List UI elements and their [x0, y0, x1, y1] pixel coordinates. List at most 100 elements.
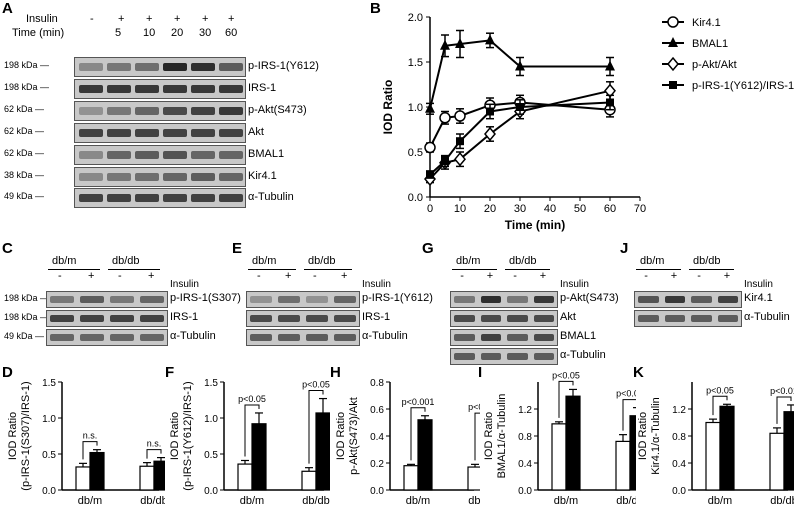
time-value: 20: [171, 27, 184, 39]
blot-band: [480, 296, 501, 303]
blot-band: [219, 107, 243, 115]
legend-label: p-IRS-1(Y612)/IRS-1: [692, 80, 794, 92]
blot-band: [79, 63, 103, 71]
blot-name: α-Tubulin: [248, 191, 294, 203]
group-underline: [48, 269, 100, 270]
x-category-label: db/db: [616, 495, 636, 507]
group-label: db/db: [509, 255, 537, 267]
insulin-label: Insulin: [26, 13, 58, 25]
y-tick-label: 1.5: [42, 378, 56, 389]
time-value: 10: [143, 27, 156, 39]
blot-band: [664, 315, 685, 322]
blot-band: [219, 129, 243, 137]
significance-label: p<0.001: [402, 397, 435, 407]
panel-label-c: C: [2, 240, 13, 257]
blot-band: [50, 334, 74, 341]
blot-name: IRS-1: [248, 82, 277, 94]
blot-band: [191, 107, 215, 115]
blot-band: [638, 296, 659, 303]
blot-strip: [450, 310, 558, 327]
blot-band: [334, 296, 356, 303]
insulin-label: Insulin: [744, 279, 773, 290]
y-axis-title: Kir4.1/α-Tubulin: [650, 397, 662, 474]
data-point: [456, 137, 464, 146]
blot-band: [306, 296, 328, 303]
kda-label: 62 kDa —: [4, 126, 45, 136]
blot-band: [163, 129, 187, 137]
kda-label: 49 kDa —: [4, 191, 45, 201]
y-tick-label: 0.5: [408, 147, 423, 159]
significance-bracket: [82, 441, 98, 460]
y-tick-label: 0.0: [518, 486, 532, 497]
insulin-mark: +: [118, 13, 125, 25]
group-underline: [636, 269, 681, 270]
group-underline: [108, 269, 160, 270]
blot-band: [454, 296, 475, 303]
blot-band: [79, 194, 103, 202]
panel-label-f: F: [165, 364, 175, 381]
significance-bracket: [474, 412, 480, 461]
x-tick-label: 20: [484, 203, 496, 215]
bar: [75, 466, 91, 491]
y-axis-title: IOD Ratio: [169, 412, 181, 460]
y-tick-label: 1.0: [204, 414, 218, 425]
blot-band: [107, 129, 131, 137]
blot-band: [334, 315, 356, 322]
blot-name: α-Tubulin: [362, 330, 408, 342]
significance-bracket: [308, 390, 324, 464]
blot-strip: [246, 329, 360, 346]
significance-label: p<0.05: [552, 370, 580, 380]
x-category-label: db/m: [240, 495, 264, 507]
blot-strip: [46, 291, 168, 308]
insulin-mark: -: [697, 270, 701, 282]
y-tick-label: 0.0: [672, 486, 686, 497]
blot-name: α-Tubulin: [170, 330, 216, 342]
x-tick-label: 40: [544, 203, 556, 215]
blot-strip: [74, 123, 246, 143]
group-label: db/m: [456, 255, 481, 267]
bar: [769, 432, 785, 491]
y-axis-title: p-Akt(S473)/Akt: [348, 397, 360, 475]
blot-band: [717, 296, 738, 303]
series-p-IRS-1(Y612)/IRS-1: [426, 94, 614, 179]
series-BMAL1: [425, 29, 615, 115]
group-label: db/db: [693, 255, 721, 267]
x-category-label: db/m: [554, 495, 578, 507]
blot-name: Kir4.1: [744, 292, 773, 304]
blot-band: [306, 334, 328, 341]
y-axis-title: BMAL1/α-Tubulin: [496, 394, 508, 479]
bar: [705, 421, 721, 491]
blot-band: [533, 296, 554, 303]
bar: [237, 463, 253, 491]
kda-label: 49 kDa —: [4, 331, 45, 341]
blot-name: α-Tubulin: [560, 349, 606, 361]
y-tick-label: 0.4: [370, 432, 384, 443]
blot-band: [79, 151, 103, 159]
blot-band: [278, 296, 300, 303]
y-axis-title: IOD Ratio: [7, 412, 19, 460]
blot-name: Akt: [560, 311, 576, 323]
significance-bracket: [146, 449, 162, 459]
data-point: [606, 98, 614, 107]
blot-band: [533, 334, 554, 341]
panel-label-a: A: [2, 0, 13, 17]
y-tick-label: 1.5: [204, 378, 218, 389]
blot-band: [691, 315, 712, 322]
insulin-mark: +: [148, 270, 155, 282]
insulin-mark: -: [313, 270, 317, 282]
y-tick-label: 0.8: [672, 432, 686, 443]
bar: [139, 465, 155, 491]
blot-band: [135, 107, 159, 115]
blot-name: p-IRS-1(Y612): [248, 60, 319, 72]
blot-band: [79, 173, 103, 181]
data-point: [668, 37, 678, 47]
blot-band: [110, 315, 134, 322]
insulin-mark: +: [486, 270, 494, 282]
blot-name: p-Akt(S473): [248, 104, 307, 116]
insulin-mark: +: [88, 270, 95, 282]
y-tick-label: 0.4: [518, 459, 532, 470]
y-tick-label: 0.0: [42, 486, 56, 497]
blot-band: [135, 194, 159, 202]
blot-strip: [246, 310, 360, 327]
blot-band: [107, 173, 131, 181]
